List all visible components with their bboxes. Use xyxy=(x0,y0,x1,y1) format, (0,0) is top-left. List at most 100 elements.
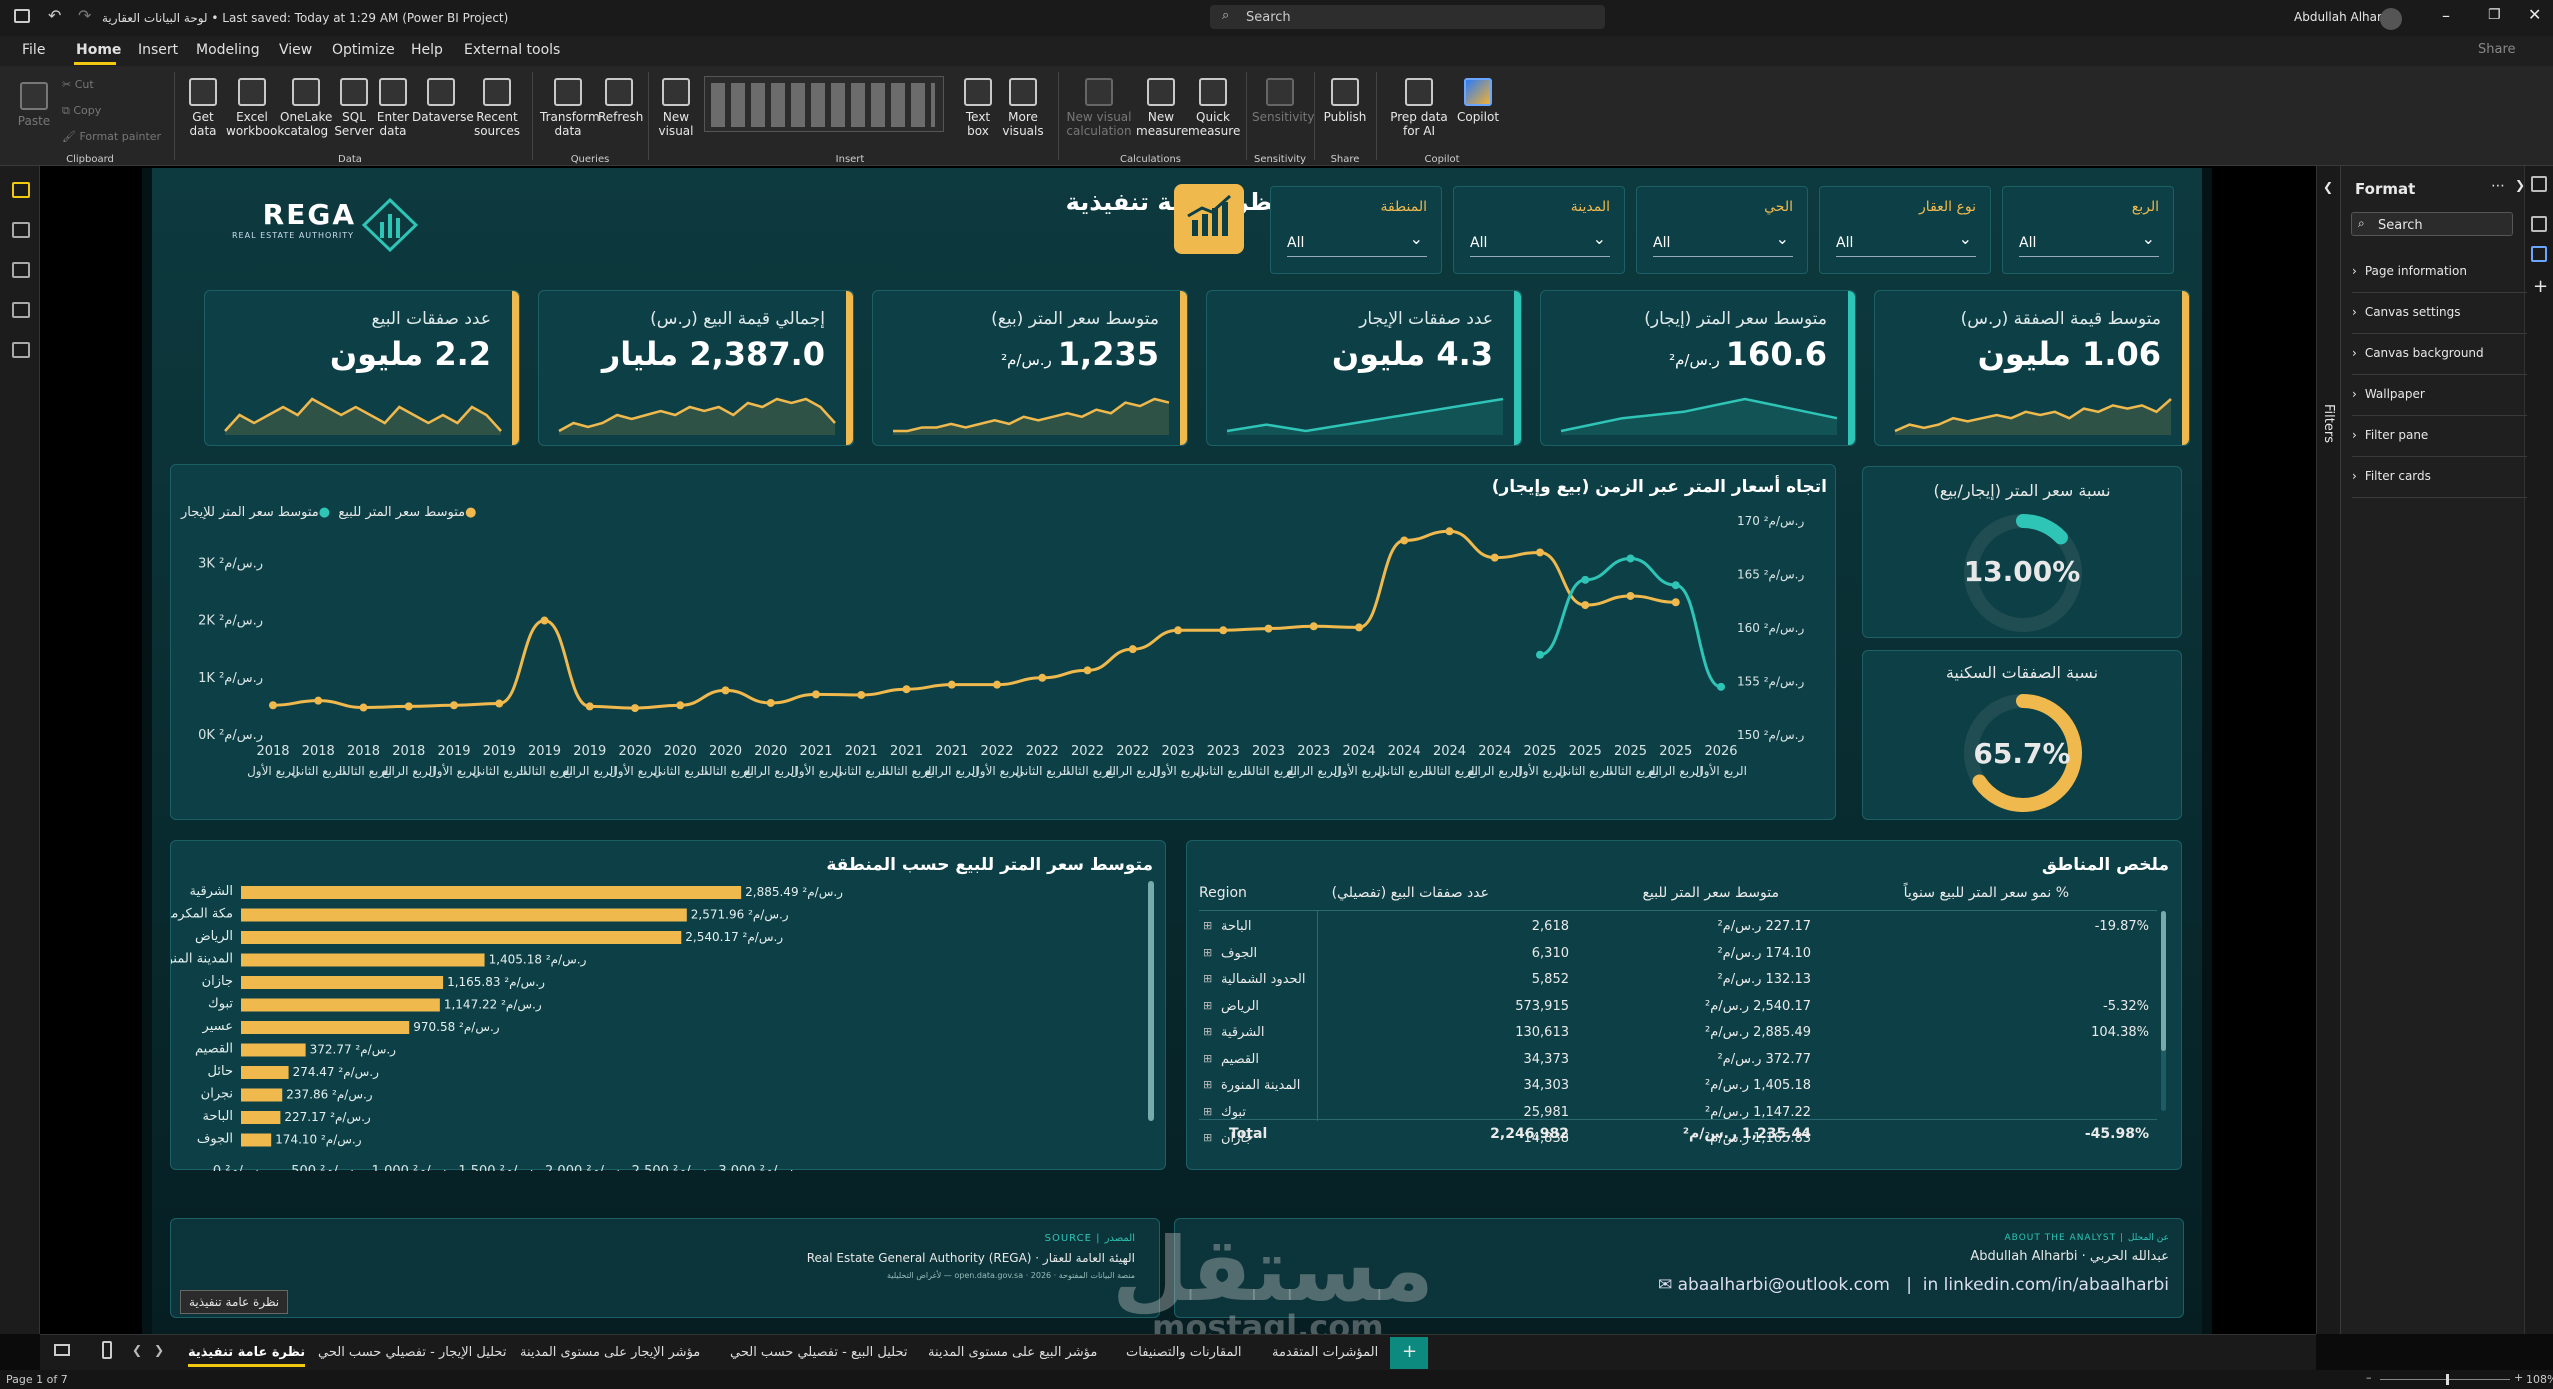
table-row[interactable]: ⊞ جازان 14,838 1,165.83 ر.س/م² xyxy=(1199,1127,2157,1153)
tab-home[interactable]: Home xyxy=(76,42,122,58)
expand-row-icon[interactable]: ⊞ xyxy=(1203,945,1213,959)
cut-button[interactable]: ✂ Cut xyxy=(62,78,94,91)
new-visual-button[interactable]: New visual xyxy=(656,78,696,138)
kpi-card[interactable]: إجمالي قيمة البيع (ر.س) 2,387.0 مليار xyxy=(538,290,854,446)
zoom-out-icon[interactable]: – xyxy=(2366,1371,2372,1384)
filters-label[interactable]: Filters xyxy=(2321,404,2336,443)
add-pane-icon[interactable]: + xyxy=(2533,276,2549,297)
table-row[interactable]: ⊞ تبوك 25,981 1,147.22 ر.س/م² xyxy=(1199,1101,2157,1127)
filter-quarter[interactable]: الربع All xyxy=(2002,186,2174,274)
avatar[interactable] xyxy=(2380,8,2402,30)
filters-pane-collapsed[interactable]: ❮ Filters xyxy=(2316,166,2340,1334)
publish-button[interactable]: Publish xyxy=(1322,78,1368,124)
table-row[interactable]: ⊞ الحدود الشمالية 5,852 132.13 ر.س/م² xyxy=(1199,968,2157,994)
linkedin-link[interactable]: linkedin.com/in/abaalharbi xyxy=(1943,1275,2169,1295)
col-header-region[interactable]: Region xyxy=(1199,885,1247,901)
copy-button[interactable]: ⧉ Copy xyxy=(62,104,102,117)
table-row[interactable]: ⊞ القصيم 34,373 372.77 ر.س/م² xyxy=(1199,1048,2157,1074)
table-row[interactable]: ⊞ الشرقية 130,613 2,885.49 ر.س/م² 104.38% xyxy=(1199,1021,2157,1047)
format-section[interactable]: › Wallpaper xyxy=(2352,387,2527,416)
search-box[interactable]: ⌕ Search xyxy=(1210,5,1605,29)
refresh-button[interactable]: Refresh xyxy=(598,78,643,124)
table-row[interactable]: ⊞ المدينة المنورة 34,303 1,405.18 ر.س/م² xyxy=(1199,1074,2157,1100)
format-painter-button[interactable]: 🖌 Format painter xyxy=(62,130,162,143)
col-header-count[interactable]: عدد صفقات البيع (تفصيلي) xyxy=(1331,885,1489,901)
expand-row-icon[interactable]: ⊞ xyxy=(1203,1078,1213,1091)
prev-page-icon[interactable]: ❮ xyxy=(132,1343,143,1357)
col-header-growth[interactable]: % نمو سعر المتر للبيع سنوياً xyxy=(1903,885,2069,901)
filter-dropdown[interactable]: All xyxy=(1653,229,1793,257)
tab-view[interactable]: View xyxy=(279,42,313,58)
enter-data-button[interactable]: Enter data xyxy=(376,78,410,138)
expand-row-icon[interactable]: ⊞ xyxy=(1203,972,1213,985)
excel-button[interactable]: Excel workbook xyxy=(226,78,284,138)
minimize-icon[interactable]: – xyxy=(2442,6,2450,25)
filter-dropdown[interactable]: All xyxy=(2019,229,2159,257)
expand-row-icon[interactable]: ⊞ xyxy=(1203,1025,1213,1038)
zoom-level[interactable]: 108% xyxy=(2526,1373,2553,1386)
page-tab[interactable]: المقارنات والتصنيفات xyxy=(1126,1345,1242,1360)
visual-gallery[interactable] xyxy=(704,76,944,132)
email-link[interactable]: abaalharbi@outlook.com xyxy=(1677,1275,1890,1295)
dataverse-button[interactable]: Dataverse xyxy=(412,78,474,124)
tmdl-view-icon[interactable] xyxy=(12,342,30,358)
tab-modeling[interactable]: Modeling xyxy=(196,42,260,58)
tab-optimize[interactable]: Optimize xyxy=(332,42,395,58)
page-tab[interactable]: تحليل البيع - تفصيلي حسب الحي xyxy=(730,1345,908,1360)
copilot-button[interactable]: Copilot xyxy=(1456,78,1500,124)
trend-chart-card[interactable]: اتجاه أسعار المتر عبر الزمن (بيع وإيجار)… xyxy=(170,464,1836,820)
zoom-in-icon[interactable]: + xyxy=(2514,1371,2524,1384)
text-box-button[interactable]: Text box xyxy=(960,78,996,138)
table-view-icon[interactable] xyxy=(12,222,30,238)
filter-dropdown[interactable]: All xyxy=(1470,229,1610,257)
more-options-icon[interactable]: ⋯ xyxy=(2491,178,2505,194)
filter-pane-icon[interactable] xyxy=(2531,176,2547,192)
kpi-card[interactable]: عدد صفقات البيع 2.2 مليون xyxy=(204,290,520,446)
format-section[interactable]: › Page information xyxy=(2352,264,2527,293)
region-summary-card[interactable]: ملخص المناطق Region عدد صفقات البيع (تفص… xyxy=(1186,840,2182,1170)
kpi-card[interactable]: متوسط سعر المتر (بيع) 1,235 ر.س/م² xyxy=(872,290,1188,446)
recent-sources-button[interactable]: Recent sources xyxy=(472,78,522,138)
expand-row-icon[interactable]: ⊞ xyxy=(1203,1131,1213,1144)
quick-measure-button[interactable]: Quick measure xyxy=(1188,78,1240,138)
filter-region[interactable]: المنطقة All xyxy=(1270,186,1442,274)
scrollbar[interactable] xyxy=(1148,881,1154,1121)
expand-icon[interactable]: ❯ xyxy=(2515,178,2526,192)
format-section[interactable]: › Canvas settings xyxy=(2352,305,2527,334)
prep-data-ai-button[interactable]: Prep data for AI xyxy=(1382,78,1456,138)
kpi-card[interactable]: متوسط قيمة الصفقة (ر.س) 1.06 مليون xyxy=(1874,290,2190,446)
format-section[interactable]: › Canvas background xyxy=(2352,346,2527,375)
visual-calculation-button[interactable]: New visual calculation xyxy=(1064,78,1134,138)
kpi-card[interactable]: متوسط سعر المتر (إيجار) 160.6 ر.س/م² xyxy=(1540,290,1856,446)
format-pane-icon[interactable] xyxy=(2531,246,2547,262)
page-tab[interactable]: نظرة عامة تنفيذية xyxy=(188,1345,306,1367)
tab-external-tools[interactable]: External tools xyxy=(464,42,561,58)
mobile-layout-icon[interactable] xyxy=(102,1341,112,1359)
redo-icon[interactable]: ↷ xyxy=(78,6,92,25)
expand-row-icon[interactable]: ⊞ xyxy=(1203,1104,1213,1118)
expand-row-icon[interactable]: ⊞ xyxy=(1203,919,1213,932)
next-page-icon[interactable]: ❯ xyxy=(154,1343,165,1357)
page-tab[interactable]: تحليل الإيجار - تفصيلي حسب الحي xyxy=(318,1345,507,1360)
format-section[interactable]: › Filter pane xyxy=(2352,428,2527,457)
model-view-icon[interactable] xyxy=(12,262,30,278)
tab-insert[interactable]: Insert xyxy=(138,42,179,58)
close-icon[interactable]: ✕ xyxy=(2528,5,2542,24)
save-icon[interactable] xyxy=(14,9,30,23)
table-row[interactable]: ⊞ الرياض 573,915 2,540.17 ر.س/م² -5.32% xyxy=(1199,995,2157,1021)
format-section[interactable]: › Filter cards xyxy=(2352,469,2527,498)
add-page-button[interactable]: + xyxy=(1390,1337,1428,1369)
paste-button[interactable]: Paste xyxy=(14,82,54,128)
onelake-button[interactable]: OneLake catalog xyxy=(280,78,332,138)
sensitivity-button[interactable]: Sensitivity xyxy=(1252,78,1314,124)
format-search-input[interactable]: ⌕ Search xyxy=(2351,212,2513,236)
undo-icon[interactable]: ↶ xyxy=(48,6,62,25)
share-button[interactable]: Share xyxy=(2478,42,2516,57)
ratio-rent-sale-card[interactable]: نسبة سعر المتر (إيجار/بيع) 13.00% xyxy=(1862,466,2182,638)
dax-view-icon[interactable] xyxy=(12,302,30,318)
filter-dropdown[interactable]: All xyxy=(1836,229,1976,257)
expand-row-icon[interactable]: ⊞ xyxy=(1203,1051,1213,1065)
table-row[interactable]: ⊞ الجوف 6,310 174.10 ر.س/م² xyxy=(1199,942,2157,968)
col-header-avg-price[interactable]: متوسط سعر المتر للبيع xyxy=(1642,885,1779,901)
filter-property-type[interactable]: نوع العقار All xyxy=(1819,186,1991,274)
